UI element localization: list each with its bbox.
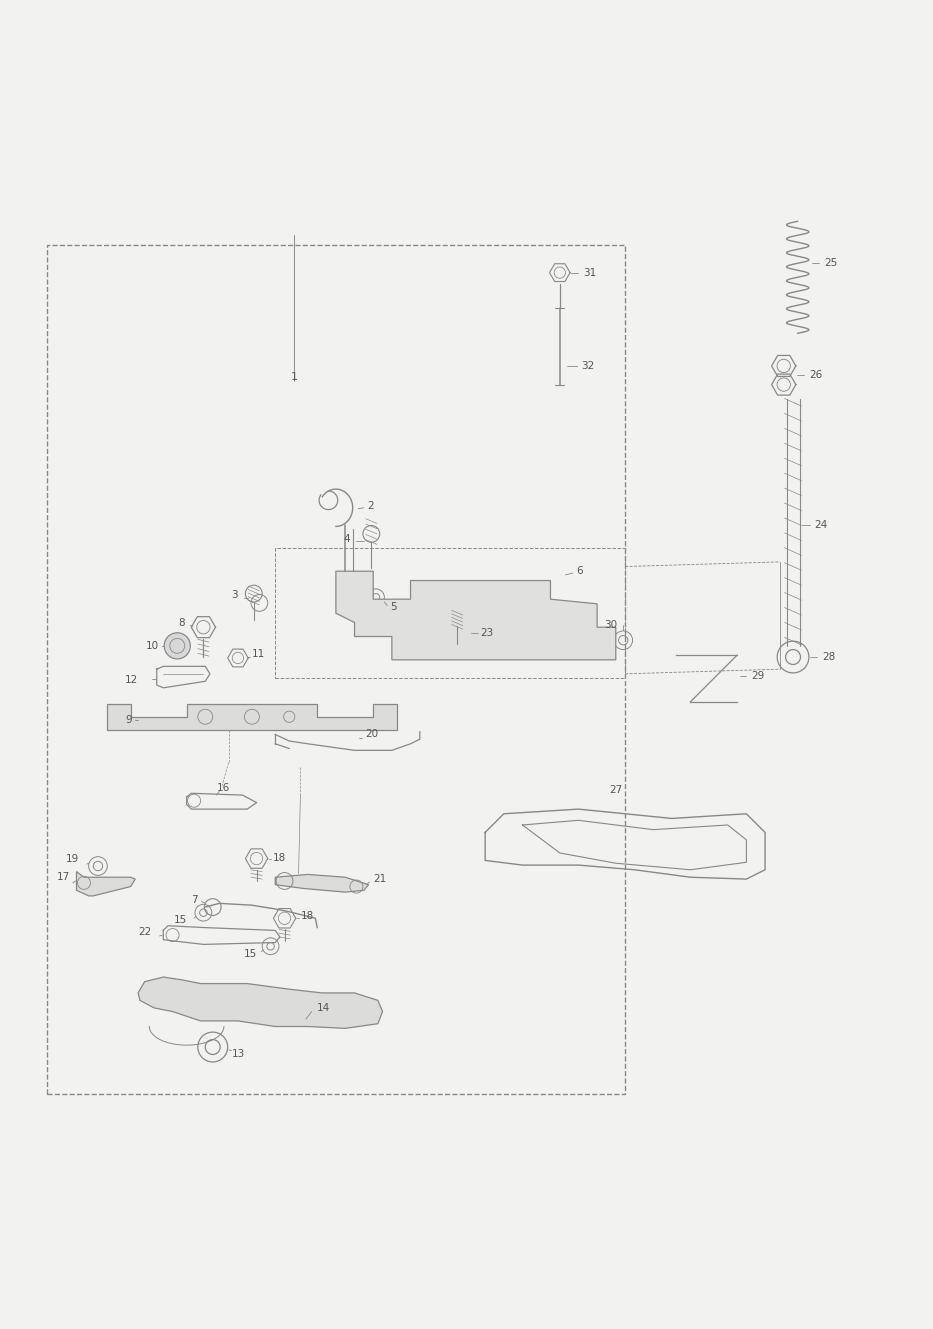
Text: 8: 8: [178, 618, 185, 627]
Text: 18: 18: [272, 853, 285, 863]
Text: 15: 15: [244, 949, 257, 958]
Text: 27: 27: [609, 785, 622, 796]
Text: 25: 25: [824, 258, 837, 268]
Bar: [47, 245, 625, 1094]
Text: 4: 4: [343, 533, 350, 544]
Text: 9: 9: [125, 715, 132, 726]
Polygon shape: [107, 703, 397, 730]
Text: 10: 10: [146, 641, 159, 651]
Text: 31: 31: [583, 267, 596, 278]
Polygon shape: [336, 571, 616, 659]
Text: 30: 30: [605, 621, 618, 630]
Circle shape: [164, 633, 190, 659]
Text: 32: 32: [581, 361, 594, 371]
Text: 21: 21: [373, 874, 386, 884]
Text: 2: 2: [368, 501, 374, 510]
Text: 22: 22: [138, 928, 151, 937]
Text: 26: 26: [809, 371, 822, 380]
Text: 6: 6: [577, 566, 583, 577]
Text: 19: 19: [66, 855, 79, 864]
Text: 13: 13: [231, 1050, 244, 1059]
Text: 1: 1: [290, 372, 298, 383]
Text: 29: 29: [751, 671, 764, 680]
Text: 7: 7: [191, 894, 198, 905]
Text: 11: 11: [252, 650, 265, 659]
Text: 14: 14: [317, 1003, 330, 1013]
Polygon shape: [77, 872, 135, 896]
Bar: [275, 548, 625, 679]
Text: 24: 24: [815, 520, 828, 529]
Text: 5: 5: [390, 602, 397, 611]
Text: 28: 28: [822, 653, 835, 662]
Text: 17: 17: [57, 872, 70, 882]
Text: 23: 23: [480, 627, 494, 638]
Text: 15: 15: [174, 916, 187, 925]
Polygon shape: [138, 977, 383, 1029]
Text: 12: 12: [125, 675, 138, 686]
Polygon shape: [275, 874, 369, 892]
Text: 16: 16: [217, 783, 230, 792]
Text: 3: 3: [231, 590, 238, 601]
Text: 20: 20: [366, 730, 379, 739]
Text: 18: 18: [300, 912, 313, 921]
